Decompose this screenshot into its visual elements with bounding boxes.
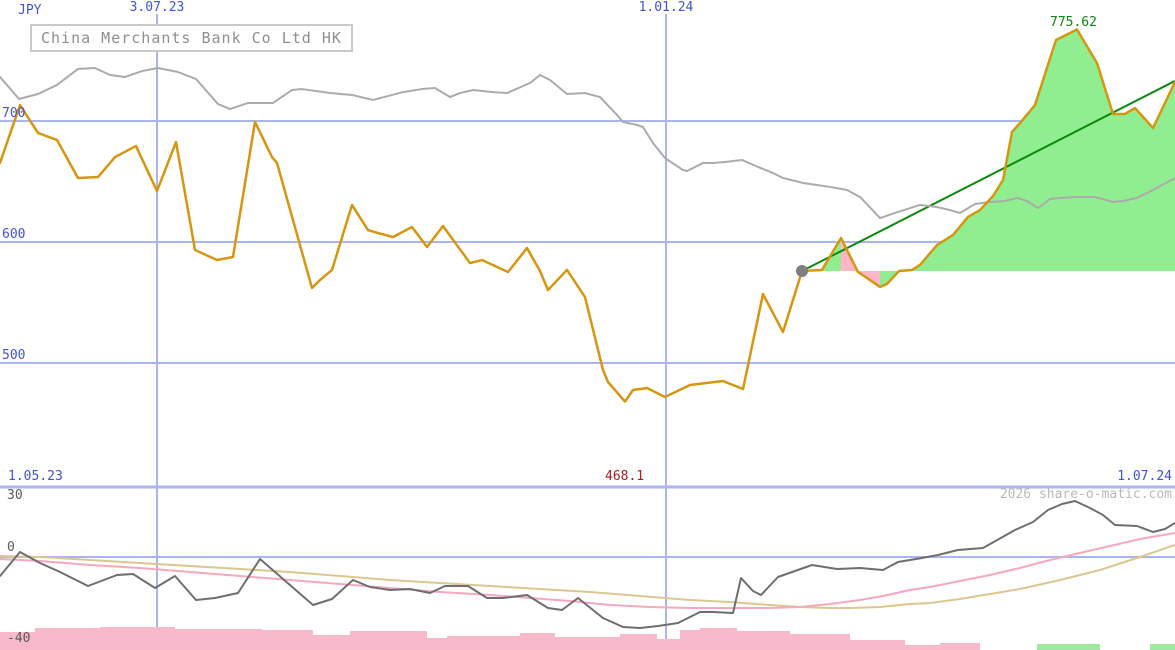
lower-tick-minus40: -40 xyxy=(7,631,31,646)
bottom-date-label-right: 1.07.24 xyxy=(1117,469,1172,484)
lower-tick-0: 0 xyxy=(7,540,15,555)
watermark: 2026 share-o-matic.com xyxy=(999,487,1172,502)
min-price-label: 468.1 xyxy=(605,469,645,484)
max-price-label: 775.62 xyxy=(1050,15,1097,30)
company-title: China Merchants Bank Co Ltd HK xyxy=(30,24,353,52)
lower-tick-30: 30 xyxy=(7,488,23,503)
price-tick-600: 600 xyxy=(2,227,26,242)
price-tick-500: 500 xyxy=(2,348,26,363)
top-date-label-1: 3.07.23 xyxy=(129,0,185,15)
currency-label: JPY xyxy=(18,3,42,18)
top-date-label-2: 1.01.24 xyxy=(638,0,694,15)
price-tick-700: 700 xyxy=(2,106,26,121)
bottom-date-label-left: 1.05.23 xyxy=(8,469,63,484)
